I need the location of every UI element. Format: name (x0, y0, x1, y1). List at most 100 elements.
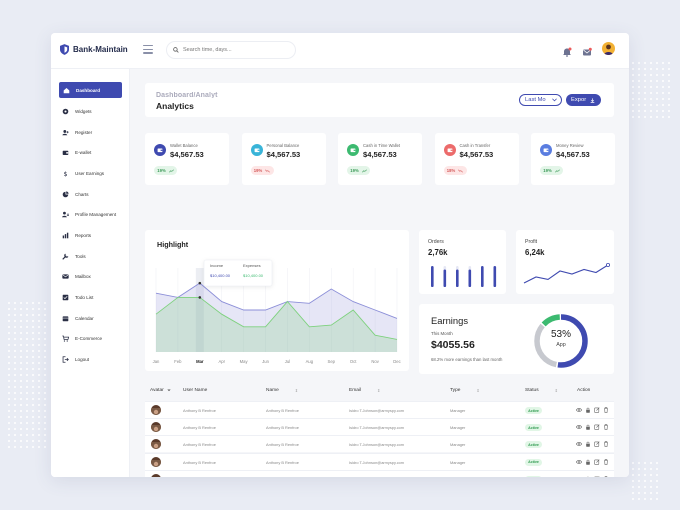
app-window: Bank-Maintain (51, 33, 629, 477)
sidebar-item-user-earnings[interactable]: $ User Earnings (51, 163, 129, 184)
cell-email[interactable]: Isidro T.Johnson@armyspy.com (349, 459, 405, 465)
edit-icon[interactable] (594, 459, 600, 465)
edit-icon[interactable] (594, 476, 600, 477)
sidebar-item-mailbox[interactable]: Mailbox (51, 267, 129, 288)
donut-slice-app (534, 314, 588, 368)
cell-name: Anthony B Renfroe (266, 425, 299, 431)
sidebar-item-label: Todo List (75, 295, 94, 301)
edit-icon[interactable] (594, 407, 600, 413)
period-dropdown[interactable]: Last Mo (519, 94, 562, 106)
wallet-icon (154, 144, 166, 156)
column-header-action[interactable]: Action (577, 388, 590, 393)
delete-icon[interactable] (603, 458, 609, 465)
stat-card[interactable]: Wallet Balance $4,567.53 19% (145, 133, 229, 185)
logout-icon (62, 356, 69, 363)
sidebar-item-charts[interactable]: Charts (51, 184, 129, 205)
messages-icon[interactable] (582, 44, 592, 55)
table-row[interactable]: Anthony B Renfroe Anthony B Renfroe Isid… (145, 469, 614, 477)
x-tick-label: Apr (218, 359, 225, 364)
search-input[interactable] (183, 47, 283, 53)
sort-icon[interactable]: ⇕ (377, 388, 381, 393)
export-label: Expor (571, 97, 587, 103)
users-table: Avatar User Name Name ⇕ Email ⇕ Type ⇕ Status ⇕ Ac… (145, 383, 614, 477)
brand-name: Bank-Maintain (73, 45, 128, 54)
row-avatar (151, 439, 161, 450)
cell-type: Manager (450, 459, 466, 465)
sort-icon[interactable]: ⇕ (476, 388, 480, 393)
sidebar-item-e-wallet[interactable]: E-wallet (51, 142, 129, 163)
lock-icon[interactable] (585, 459, 591, 465)
search-bar[interactable] (166, 41, 296, 59)
column-header-status[interactable]: Status ⇕ (525, 388, 558, 393)
sidebar-item-logout[interactable]: Logout (51, 349, 129, 370)
export-button[interactable]: Expor (566, 94, 601, 106)
stat-change: 19% (253, 168, 263, 173)
earnings-note: 68.2% more earnings than last month (431, 357, 503, 362)
sidebar-item-dashboard[interactable]: Dashboard (59, 82, 122, 98)
column-header-username[interactable]: User Name (183, 388, 207, 393)
sidebar-item-todo-list[interactable]: Todo List (51, 287, 129, 308)
cell-email[interactable]: Isidro T.Johnson@armyspy.com (349, 425, 405, 431)
stat-card[interactable]: Cash in Time Wallet $4,567.53 19% (338, 133, 422, 185)
column-header-label: User Name (183, 388, 208, 393)
view-icon[interactable] (576, 441, 582, 447)
delete-icon[interactable] (603, 424, 609, 430)
column-header-type[interactable]: Type ⇕ (450, 388, 480, 393)
sidebar-item-register[interactable]: Register (51, 122, 129, 143)
view-icon[interactable] (576, 476, 582, 477)
cell-email[interactable]: Isidro T.Johnson@armyspy.com (349, 408, 405, 413)
sidebar-item-label: Profile Management (75, 212, 117, 218)
stat-card[interactable]: Cash in Transfer $4,567.53 18% (434, 133, 519, 185)
calendar-icon (62, 315, 69, 322)
sidebar-item-e-commerce[interactable]: E-Commerce (51, 329, 129, 350)
table-row[interactable]: Anthony B Renfroe Anthony B Renfroe Isid… (145, 435, 614, 453)
sort-icon[interactable]: ⇕ (554, 388, 558, 393)
brand[interactable]: Bank-Maintain (60, 44, 128, 55)
lock-icon[interactable] (585, 424, 591, 430)
column-header-avatar[interactable]: Avatar (150, 388, 171, 393)
sort-icon[interactable]: ⇕ (294, 388, 299, 393)
series-line-expenses (155, 296, 398, 340)
table-row[interactable]: Anthony B Renfroe Anthony B Renfroe Isid… (145, 452, 614, 470)
cell-email[interactable]: Isidro T.Johnson@armyspy.com (349, 442, 405, 448)
stat-card[interactable]: Personal Balance $4,567.53 19% (241, 133, 326, 185)
notification-bell-icon[interactable] (562, 44, 572, 57)
stat-card[interactable]: Money Review $4,567.53 19% (531, 133, 615, 185)
status-badge: Active (525, 424, 542, 432)
donut-percent: 53% (550, 329, 571, 340)
stat-change-badge: 19% (250, 166, 274, 175)
profile-icon (62, 211, 69, 218)
edit-icon[interactable] (594, 424, 600, 430)
lock-icon[interactable] (585, 441, 591, 448)
column-header-label: Type (450, 388, 461, 393)
highlight-chart[interactable]: Jan Feb Mar Apr May Jun Jul Aug Sep Oct Nov Dec Inco… (145, 230, 409, 371)
stat-change: 19% (157, 168, 166, 173)
menu-toggle-icon[interactable] (143, 45, 153, 54)
delete-icon[interactable] (603, 476, 609, 477)
column-header-label: Status (525, 388, 539, 393)
sidebar-item-calendar[interactable]: Calendar (51, 308, 129, 329)
lock-icon[interactable] (585, 407, 591, 413)
sidebar-item-profile-management[interactable]: Profile Management (51, 204, 129, 225)
page-title: Analytics (156, 101, 194, 111)
sidebar-item-reports[interactable]: Reports (51, 225, 129, 246)
edit-icon[interactable] (594, 441, 600, 448)
breadcrumb[interactable]: Dashboard/Analyt (156, 92, 218, 98)
table-row[interactable]: Anthony B Renfroe Anthony B Renfroe Isid… (145, 401, 614, 418)
stat-value: $4,567.53 (556, 150, 590, 159)
cell-name: Anthony B Renfroe (266, 408, 299, 413)
delete-icon[interactable] (603, 407, 609, 413)
view-icon[interactable] (576, 424, 582, 430)
transfer-icon (443, 144, 456, 156)
table-row[interactable]: Anthony B Renfroe Anthony B Renfroe Isid… (145, 418, 614, 436)
sidebar-item-widgets[interactable]: Widgets (51, 101, 129, 122)
delete-icon[interactable] (603, 441, 609, 448)
view-icon[interactable] (576, 459, 582, 465)
user-avatar[interactable] (602, 42, 615, 55)
cell-username: Anthony B Renfroe (183, 442, 216, 448)
column-header-name[interactable]: Name ⇕ (266, 388, 298, 393)
column-header-email[interactable]: Email ⇕ (349, 388, 380, 393)
lock-icon[interactable] (585, 476, 591, 477)
view-icon[interactable] (576, 407, 582, 413)
sidebar-item-tools[interactable]: Tools (51, 246, 129, 267)
